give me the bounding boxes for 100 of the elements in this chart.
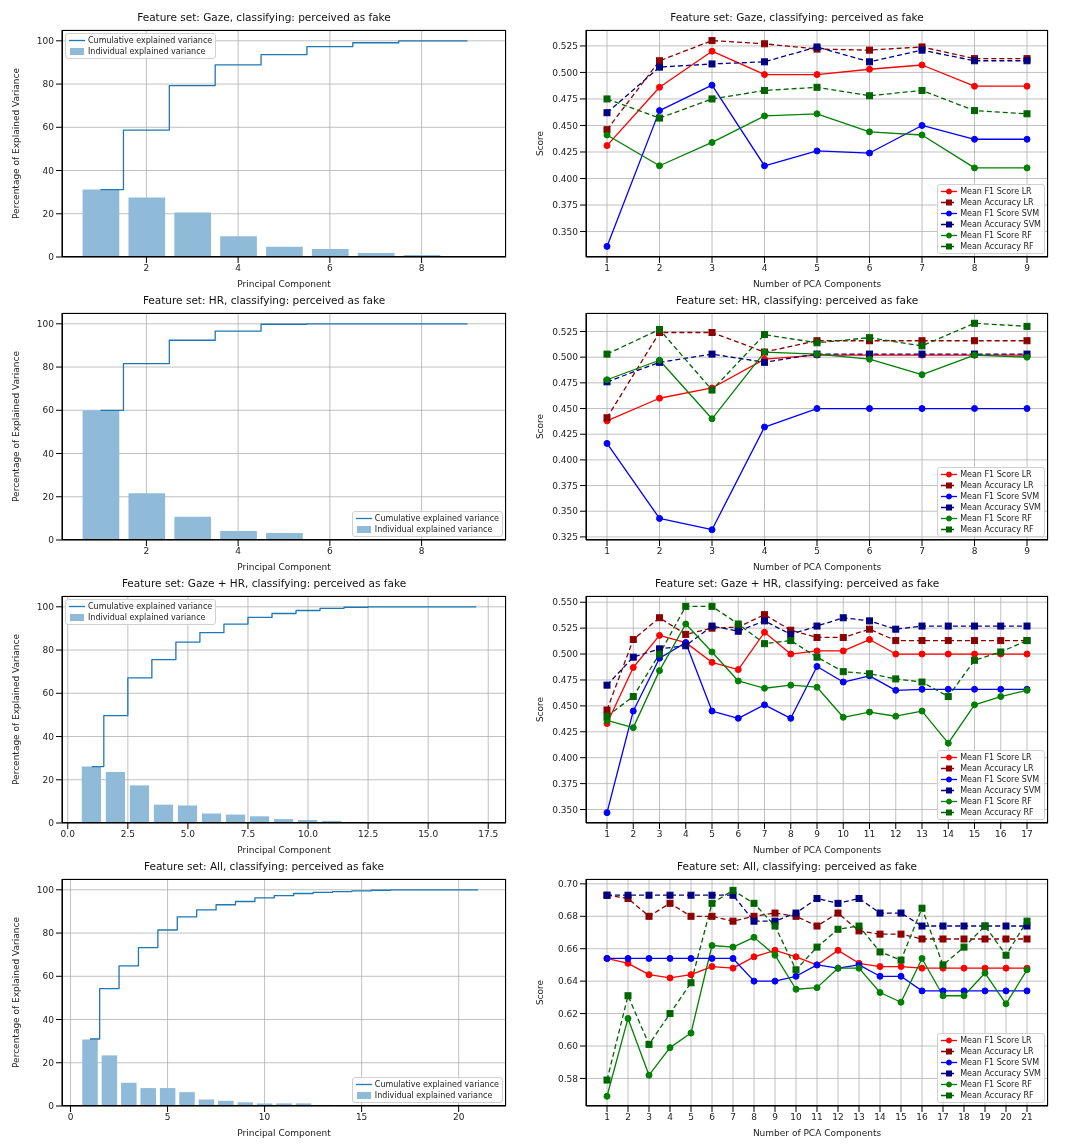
legend-label: Mean Accuracy SVM <box>960 1068 1041 1079</box>
y-tick-label: 0.500 <box>552 352 579 363</box>
y-tick-label: 0.525 <box>552 326 578 337</box>
y-tick-label: 0.400 <box>552 455 579 466</box>
y-tick-label: 100 <box>36 885 55 895</box>
y-tick-label: 0.450 <box>552 120 579 131</box>
x-tick-label: 15.0 <box>418 829 439 840</box>
x-tick-label: 13 <box>853 1112 865 1123</box>
x-tick-label: 20 <box>452 1112 465 1123</box>
x-tick-label: 5 <box>709 829 715 840</box>
x-tick-label: 7.5 <box>240 829 256 840</box>
y-axis-title: Score <box>535 696 546 723</box>
x-tick-label: 1 <box>604 1112 610 1123</box>
y-tick-label: 0.375 <box>552 480 578 491</box>
legend-label: Mean Accuracy RF <box>960 524 1034 535</box>
legend-label: Mean F1 Score LR <box>960 186 1032 197</box>
legend-label: Mean F1 Score RF <box>960 513 1032 524</box>
y-tick-label: 0.425 <box>552 147 578 158</box>
x-tick-label: 16 <box>916 1112 928 1123</box>
y-tick-label: 100 <box>36 36 55 46</box>
x-tick-label: 3 <box>656 829 663 840</box>
x-tick-label: 17 <box>1021 829 1033 840</box>
x-tick-label: 7 <box>919 546 925 557</box>
y-axis-title: Score <box>535 413 546 440</box>
y-tick-label: 0.62 <box>557 1008 578 1019</box>
x-tick-label: 4 <box>761 546 768 557</box>
y-tick-label: 20 <box>42 208 55 219</box>
x-tick-label: 11 <box>863 829 876 840</box>
y-tick-label: 0.58 <box>557 1073 579 1084</box>
y-tick-label: 0.450 <box>552 403 579 414</box>
x-tick-label: 13 <box>916 829 928 840</box>
x-tick-label: 4 <box>235 546 242 557</box>
x-tick-label: 3 <box>709 546 715 557</box>
x-tick-label: 1 <box>604 546 610 557</box>
y-axis-title: Percentage of Explained Variance <box>11 350 22 502</box>
y-tick-label: 0.475 <box>552 675 578 686</box>
legend-label: Individual explained variance <box>88 46 206 57</box>
y-tick-label: 0.425 <box>552 429 578 440</box>
x-tick-label: 8 <box>418 263 425 274</box>
y-tick-label: 0.475 <box>552 94 578 105</box>
x-tick-label: 10 <box>790 1112 802 1123</box>
legend-label: Mean Accuracy LR <box>960 1046 1034 1057</box>
x-tick-label: 4 <box>667 1112 674 1123</box>
legend-label: Individual explained variance <box>88 612 206 623</box>
legend-label: Mean Accuracy RF <box>960 241 1034 252</box>
y-tick-label: 0.500 <box>552 649 579 660</box>
x-tick-label: 4 <box>761 263 768 274</box>
chart-title: Feature set: HR, classifying: perceived as fake <box>674 293 920 308</box>
y-tick-label: 0 <box>48 535 55 546</box>
y-tick-label: 80 <box>42 79 55 90</box>
x-tick-label: 3 <box>646 1112 652 1123</box>
legend-label: Mean Accuracy SVM <box>960 502 1041 513</box>
x-tick-label: 8 <box>971 263 978 274</box>
chart-title: Feature set: All, classifying: perceived as fake <box>676 859 918 874</box>
legend-label: Mean F1 Score LR <box>960 469 1032 480</box>
x-tick-label: 15 <box>968 829 981 840</box>
y-tick-label: 0.450 <box>552 701 579 712</box>
x-tick-label: 5 <box>814 263 820 274</box>
x-tick-label: 5.0 <box>180 829 196 840</box>
x-tick-label: 2 <box>630 829 637 840</box>
x-tick-label: 7 <box>919 263 925 274</box>
y-axis-title: Percentage of Explained Variance <box>11 633 22 785</box>
y-tick-label: 0.375 <box>552 778 578 789</box>
x-tick-label: 3 <box>709 263 715 274</box>
y-tick-label: 60 <box>42 122 55 133</box>
x-axis-title: Principal Component <box>237 845 332 855</box>
y-tick-label: 0.325 <box>552 532 578 543</box>
chart-title: Feature set: Gaze, classifying: perceived as fake <box>669 10 925 25</box>
y-axis-title: Percentage of Explained Variance <box>11 916 22 1068</box>
x-tick-label: 2 <box>625 1112 631 1123</box>
y-tick-label: 0.350 <box>552 506 579 517</box>
legend-label: Mean F1 Score LR <box>960 1035 1032 1046</box>
legend-label: Mean F1 Score RF <box>960 230 1032 241</box>
y-tick-label: 60 <box>42 971 55 982</box>
x-tick-label: 9 <box>1024 546 1031 557</box>
legend-label: Mean F1 Score SVM <box>960 774 1040 785</box>
legend-label: Mean Accuracy LR <box>960 197 1034 208</box>
x-tick-label: 17 <box>937 1112 949 1123</box>
y-tick-label: 0.68 <box>557 911 579 922</box>
x-tick-label: 6 <box>327 546 333 557</box>
x-tick-label: 2 <box>143 546 150 557</box>
chart-title: Feature set: All, classifying: perceived as fake <box>143 859 385 874</box>
x-tick-label: 15 <box>355 1112 368 1123</box>
y-tick-label: 0.525 <box>552 41 578 52</box>
legend-label: Mean F1 Score RF <box>960 1079 1032 1090</box>
legend-label: Mean Accuracy SVM <box>960 219 1041 230</box>
legend-label: Mean Accuracy RF <box>960 1090 1034 1101</box>
x-axis-title: Number of PCA Components <box>752 845 882 855</box>
legend-label: Cumulative explained variance <box>88 35 213 46</box>
y-tick-label: 60 <box>42 405 55 416</box>
chart-title: Feature set: Gaze, classifying: perceived as fake <box>136 10 392 25</box>
x-tick-label: 8 <box>787 829 794 840</box>
y-tick-label: 0.475 <box>552 378 578 389</box>
x-tick-label: 5 <box>688 1112 694 1123</box>
y-tick-label: 0.525 <box>552 623 578 634</box>
x-tick-label: 9 <box>1024 263 1031 274</box>
x-tick-label: 9 <box>772 1112 779 1123</box>
x-tick-label: 14 <box>942 829 955 840</box>
y-tick-label: 100 <box>36 602 55 612</box>
x-tick-label: 6 <box>735 829 742 840</box>
